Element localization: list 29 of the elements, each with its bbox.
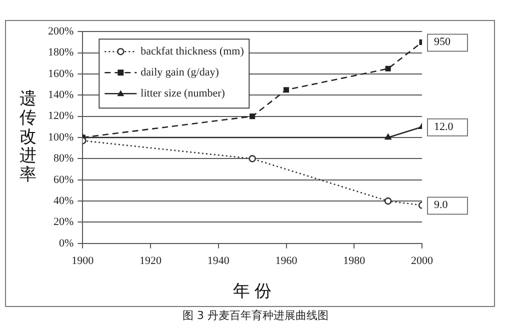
legend-label: daily gain (g/day) [140, 66, 220, 78]
x-tick-label: 1960 [275, 254, 298, 267]
y-tick-label: 140% [48, 89, 74, 102]
legend-label: backfat thickness (mm) [140, 45, 244, 58]
x-tick-label: 1900 [72, 254, 94, 267]
y-tick-label: 180% [48, 46, 74, 59]
text: 9.0 [434, 199, 448, 212]
y-tick-label: 0% [58, 237, 74, 250]
x-tick-label: 2000 [411, 254, 434, 267]
y-tick-label: 160% [48, 68, 74, 80]
point [283, 87, 290, 93]
y-tick-label: 20% [53, 216, 74, 228]
text: 950 [434, 36, 451, 48]
x-tick-label: 1940 [207, 254, 230, 267]
point [250, 114, 256, 120]
text: 12.0 [434, 120, 454, 133]
y-tick-label: 80% [53, 152, 74, 165]
point [385, 66, 391, 72]
x-axis-title: 年 份 [233, 281, 272, 300]
y-tick-label: 60% [53, 174, 74, 186]
y-axis-title: 遗传改进率 [20, 88, 36, 184]
caption: 图 3 丹麦百年育种进展曲线图 [182, 308, 330, 323]
y-tick-label: 100% [48, 131, 74, 144]
y-tick-label: 200% [48, 25, 74, 38]
x-tick-label: 1920 [140, 254, 162, 267]
legend-label: litter size (number) [140, 87, 226, 100]
y-tick-label: 120% [48, 110, 74, 122]
x-tick-label: 1980 [343, 254, 366, 267]
y-tick-label: 40% [53, 194, 74, 207]
